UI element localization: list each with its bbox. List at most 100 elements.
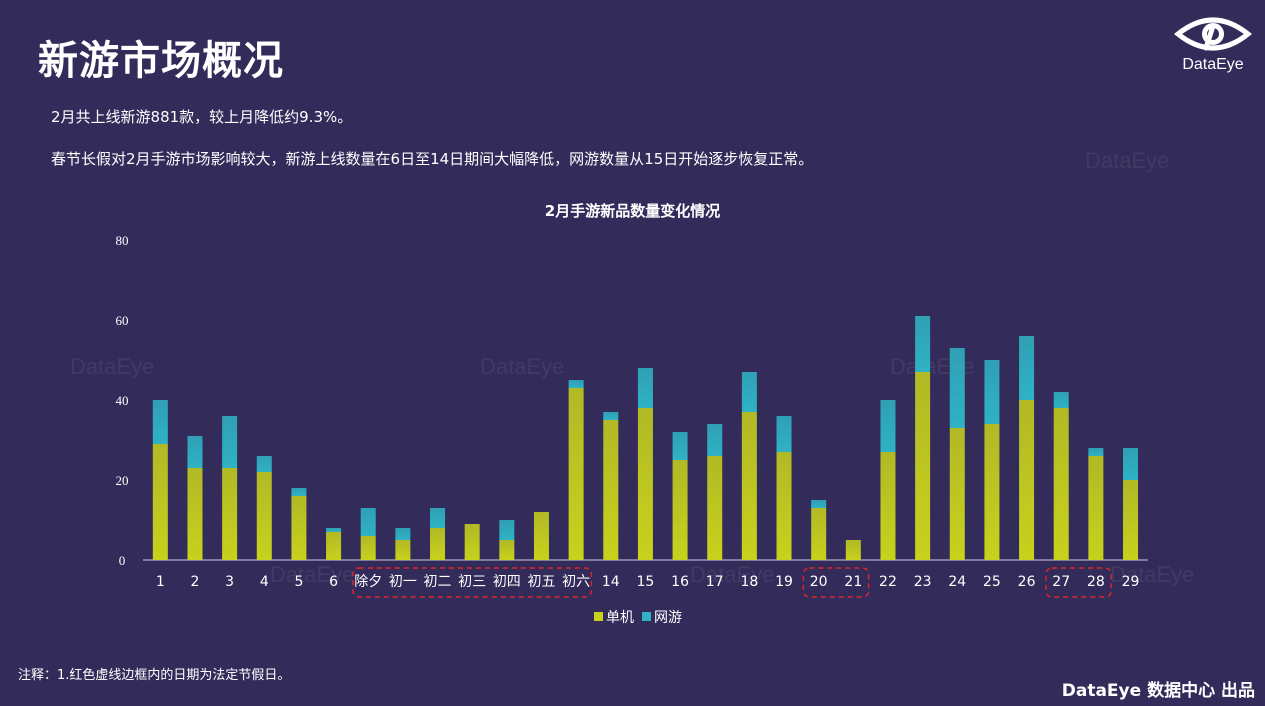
bar-single bbox=[499, 540, 515, 560]
bar-online bbox=[603, 412, 619, 420]
x-tick-label: 28 bbox=[1087, 574, 1105, 590]
bar-single bbox=[984, 424, 1000, 560]
bar-online bbox=[741, 372, 757, 412]
bar-online bbox=[256, 456, 272, 472]
bar-single bbox=[430, 528, 446, 560]
legend-label: 单机 bbox=[606, 610, 634, 626]
x-tick-label: 3 bbox=[225, 574, 234, 590]
bar-single bbox=[326, 532, 342, 560]
bar-online bbox=[395, 528, 411, 540]
bar-single bbox=[360, 536, 376, 560]
bar-single bbox=[1053, 408, 1069, 560]
watermark-text: DataEye bbox=[690, 562, 775, 587]
bar-online bbox=[880, 400, 896, 452]
watermark-text: DataEye bbox=[480, 354, 565, 379]
watermark-text: DataEye bbox=[1110, 562, 1195, 587]
bar-online bbox=[499, 520, 515, 540]
bar-single bbox=[1019, 400, 1035, 560]
bar-online bbox=[984, 360, 1000, 424]
x-tick-label: 19 bbox=[775, 574, 793, 590]
bar-single bbox=[291, 496, 307, 560]
bar-single bbox=[1123, 480, 1139, 560]
bar-single bbox=[152, 444, 168, 560]
bar-online bbox=[707, 424, 723, 456]
x-tick-label: 14 bbox=[602, 574, 620, 590]
bar-online bbox=[915, 316, 931, 372]
watermark-text: DataEye bbox=[70, 354, 155, 379]
x-tick-label: 初六 bbox=[562, 573, 590, 590]
bar-single bbox=[880, 452, 896, 560]
bar-single bbox=[187, 468, 203, 560]
bar-online bbox=[672, 432, 688, 460]
x-tick-label: 24 bbox=[948, 574, 966, 590]
bar-single bbox=[776, 452, 792, 560]
bar-single bbox=[845, 540, 861, 560]
bar-single bbox=[395, 540, 411, 560]
x-tick-label: 6 bbox=[329, 574, 338, 590]
bar-single bbox=[1088, 456, 1104, 560]
x-tick-label: 初三 bbox=[458, 573, 486, 590]
x-tick-label: 16 bbox=[671, 574, 689, 590]
x-tick-label: 17 bbox=[706, 574, 724, 590]
x-tick-label: 27 bbox=[1052, 574, 1070, 590]
x-tick-label: 26 bbox=[1018, 574, 1036, 590]
credit-text: DataEye 数据中心 出品 bbox=[1061, 681, 1255, 701]
brand-logo: DataEye bbox=[1170, 14, 1256, 74]
x-tick-label: 初五 bbox=[527, 573, 555, 590]
x-tick-label: 4 bbox=[260, 574, 269, 590]
y-tick-label: 40 bbox=[116, 393, 129, 408]
watermark-text: DataEye bbox=[1085, 148, 1170, 173]
x-tick-label: 1 bbox=[156, 574, 165, 590]
x-tick-label: 5 bbox=[294, 574, 303, 590]
footnote: 注释：1.红色虚线边框内的日期为法定节假日。 bbox=[18, 668, 291, 683]
bar-single bbox=[949, 428, 965, 560]
bar-single bbox=[464, 524, 480, 560]
bar-single bbox=[568, 388, 584, 560]
bar-single bbox=[533, 512, 549, 560]
bar-online bbox=[1019, 336, 1035, 400]
bar-single bbox=[222, 468, 238, 560]
x-tick-label: 29 bbox=[1122, 574, 1140, 590]
bar-single bbox=[637, 408, 653, 560]
y-tick-label: 0 bbox=[119, 553, 126, 568]
x-tick-label: 除夕 bbox=[354, 574, 382, 590]
legend-label: 网游 bbox=[654, 610, 682, 626]
analysis-text: 春节长假对2月手游市场影响较大，新游上线数量在6日至14日期间大幅降低，网游数量… bbox=[51, 150, 814, 168]
watermark-text: DataEye bbox=[270, 562, 355, 587]
legend-swatch bbox=[594, 612, 603, 621]
bar-online bbox=[291, 488, 307, 496]
eye-logo-icon bbox=[1174, 17, 1252, 51]
x-tick-label: 22 bbox=[879, 574, 897, 590]
legend-swatch bbox=[642, 612, 651, 621]
x-tick-label: 18 bbox=[740, 574, 758, 590]
bar-online bbox=[222, 416, 238, 468]
bar-online bbox=[430, 508, 446, 528]
x-tick-label: 23 bbox=[914, 574, 932, 590]
x-tick-label: 初二 bbox=[424, 573, 452, 590]
bar-single bbox=[741, 412, 757, 560]
logo-text: DataEye bbox=[1182, 56, 1244, 73]
x-tick-label: 初四 bbox=[493, 573, 521, 590]
x-tick-label: 15 bbox=[637, 574, 655, 590]
x-tick-label: 20 bbox=[810, 574, 828, 590]
x-tick-label: 21 bbox=[844, 574, 862, 590]
y-tick-label: 20 bbox=[116, 473, 129, 488]
bar-online bbox=[1123, 448, 1139, 480]
bar-single bbox=[915, 372, 931, 560]
x-tick-label: 初一 bbox=[389, 573, 417, 590]
bar-online bbox=[1088, 448, 1104, 456]
y-tick-label: 60 bbox=[116, 313, 129, 328]
x-tick-label: 25 bbox=[983, 574, 1001, 590]
bar-single bbox=[603, 420, 619, 560]
bar-single bbox=[672, 460, 688, 560]
chart-title: 2月手游新品数量变化情况 bbox=[544, 202, 721, 220]
bar-online bbox=[1053, 392, 1069, 408]
bar-online bbox=[776, 416, 792, 452]
y-tick-label: 80 bbox=[116, 233, 129, 248]
bar-single bbox=[811, 508, 827, 560]
holiday-dashed-box bbox=[352, 567, 593, 598]
bar-online bbox=[360, 508, 376, 536]
bar-online bbox=[326, 528, 342, 532]
summary-text: 2月共上线新游881款，较上月降低约9.3%。 bbox=[51, 108, 353, 126]
